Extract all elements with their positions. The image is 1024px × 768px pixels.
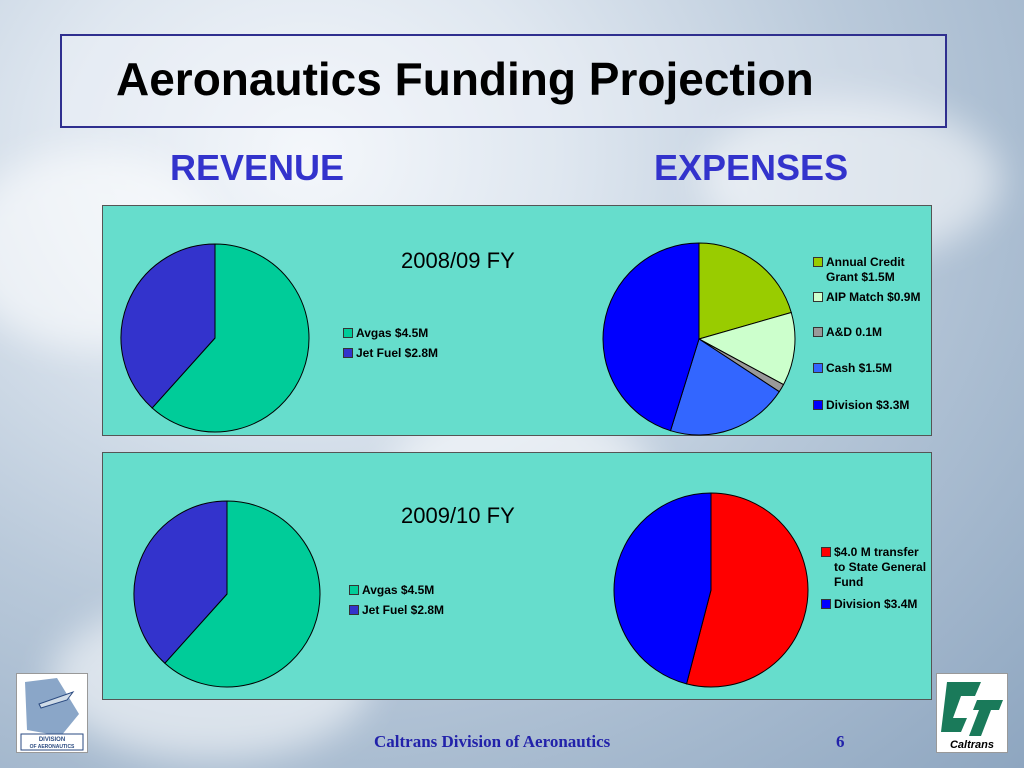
- pie-slice-division-3-3m: [602, 242, 700, 432]
- legend-label: Cash $1.5M: [826, 361, 893, 375]
- slide-title: Aeronautics Funding Projection: [116, 53, 814, 105]
- pie-slice-jet-fuel-2-8m: [120, 243, 216, 409]
- legend-label: A&D 0.1M: [826, 325, 883, 339]
- legend-label: Jet Fuel $2.8M: [356, 346, 439, 360]
- pie-slice-jet-fuel-2-8m: [133, 500, 228, 664]
- svg-text:OF AERONAUTICS: OF AERONAUTICS: [30, 744, 75, 750]
- expenses-heading: EXPENSES: [654, 147, 849, 188]
- legend-label: Division $3.4M: [834, 597, 918, 611]
- legend-label: Annual Credit Grant $1.5M: [826, 255, 905, 284]
- page-number: 6: [836, 732, 845, 751]
- svg-text:DIVISION: DIVISION: [39, 737, 65, 743]
- legend-label: AIP Match $0.9M: [826, 290, 921, 304]
- revenue-pie-2008-09: [120, 243, 310, 433]
- expenses-pie-2009-10: [613, 492, 809, 688]
- legend-label: $4.0 M transfer to State General Fund: [834, 545, 927, 589]
- legend-label: Avgas $4.5M: [362, 583, 435, 597]
- svg-text:Caltrans: Caltrans: [950, 739, 994, 751]
- legend-swatch: [813, 400, 823, 410]
- legend-swatch: [813, 292, 823, 302]
- legend-swatch: [349, 605, 359, 615]
- chart-panel-2008-09: 2008/09 FY Avgas $4.5M Jet Fuel $2.8M Ann…: [102, 205, 932, 436]
- pie-slice-aip-match-0-9m: [697, 311, 796, 386]
- pie-slice-4-0-m-transfer-to-state-general-fund: [685, 492, 809, 688]
- pie-slice-avgas-4-5m: [151, 243, 310, 433]
- expenses-pie-2008-09: [602, 242, 796, 436]
- legend-label: Avgas $4.5M: [356, 326, 429, 340]
- footer-text: Caltrans Division of Aeronautics: [374, 732, 611, 751]
- legend-swatch: [813, 363, 823, 373]
- legend-label: Jet Fuel $2.8M: [362, 603, 445, 617]
- title-frame: [60, 34, 947, 128]
- pie-slice-division-3-4m: [613, 492, 712, 685]
- legend-swatch: [343, 348, 353, 358]
- legend-swatch: [813, 327, 823, 337]
- chart-panel-2009-10: 2009/10 FY Avgas $4.5M Jet Fuel $2.8M $4.…: [102, 452, 932, 700]
- pie-slice-avgas-4-5m: [164, 500, 321, 688]
- legend-swatch: [343, 328, 353, 338]
- legend-swatch: [821, 599, 831, 609]
- chart-title-2009-10: 2009/10 FY: [401, 503, 515, 528]
- chart-title-2008-09: 2008/09 FY: [401, 248, 515, 273]
- division-of-aeronautics-logo: DIVISION OF AERONAUTICS: [16, 673, 88, 753]
- legend-swatch: [349, 585, 359, 595]
- legend-label: Division $3.3M: [826, 398, 910, 412]
- pie-slice-annual-credit-grant-1-5m: [698, 242, 792, 340]
- revenue-heading: REVENUE: [170, 147, 345, 188]
- pie-slice-cash-1-5m: [669, 338, 780, 436]
- caltrans-logo: Caltrans: [936, 673, 1008, 753]
- revenue-pie-2009-10: [133, 500, 321, 688]
- legend-swatch: [813, 257, 823, 267]
- legend-swatch: [821, 547, 831, 557]
